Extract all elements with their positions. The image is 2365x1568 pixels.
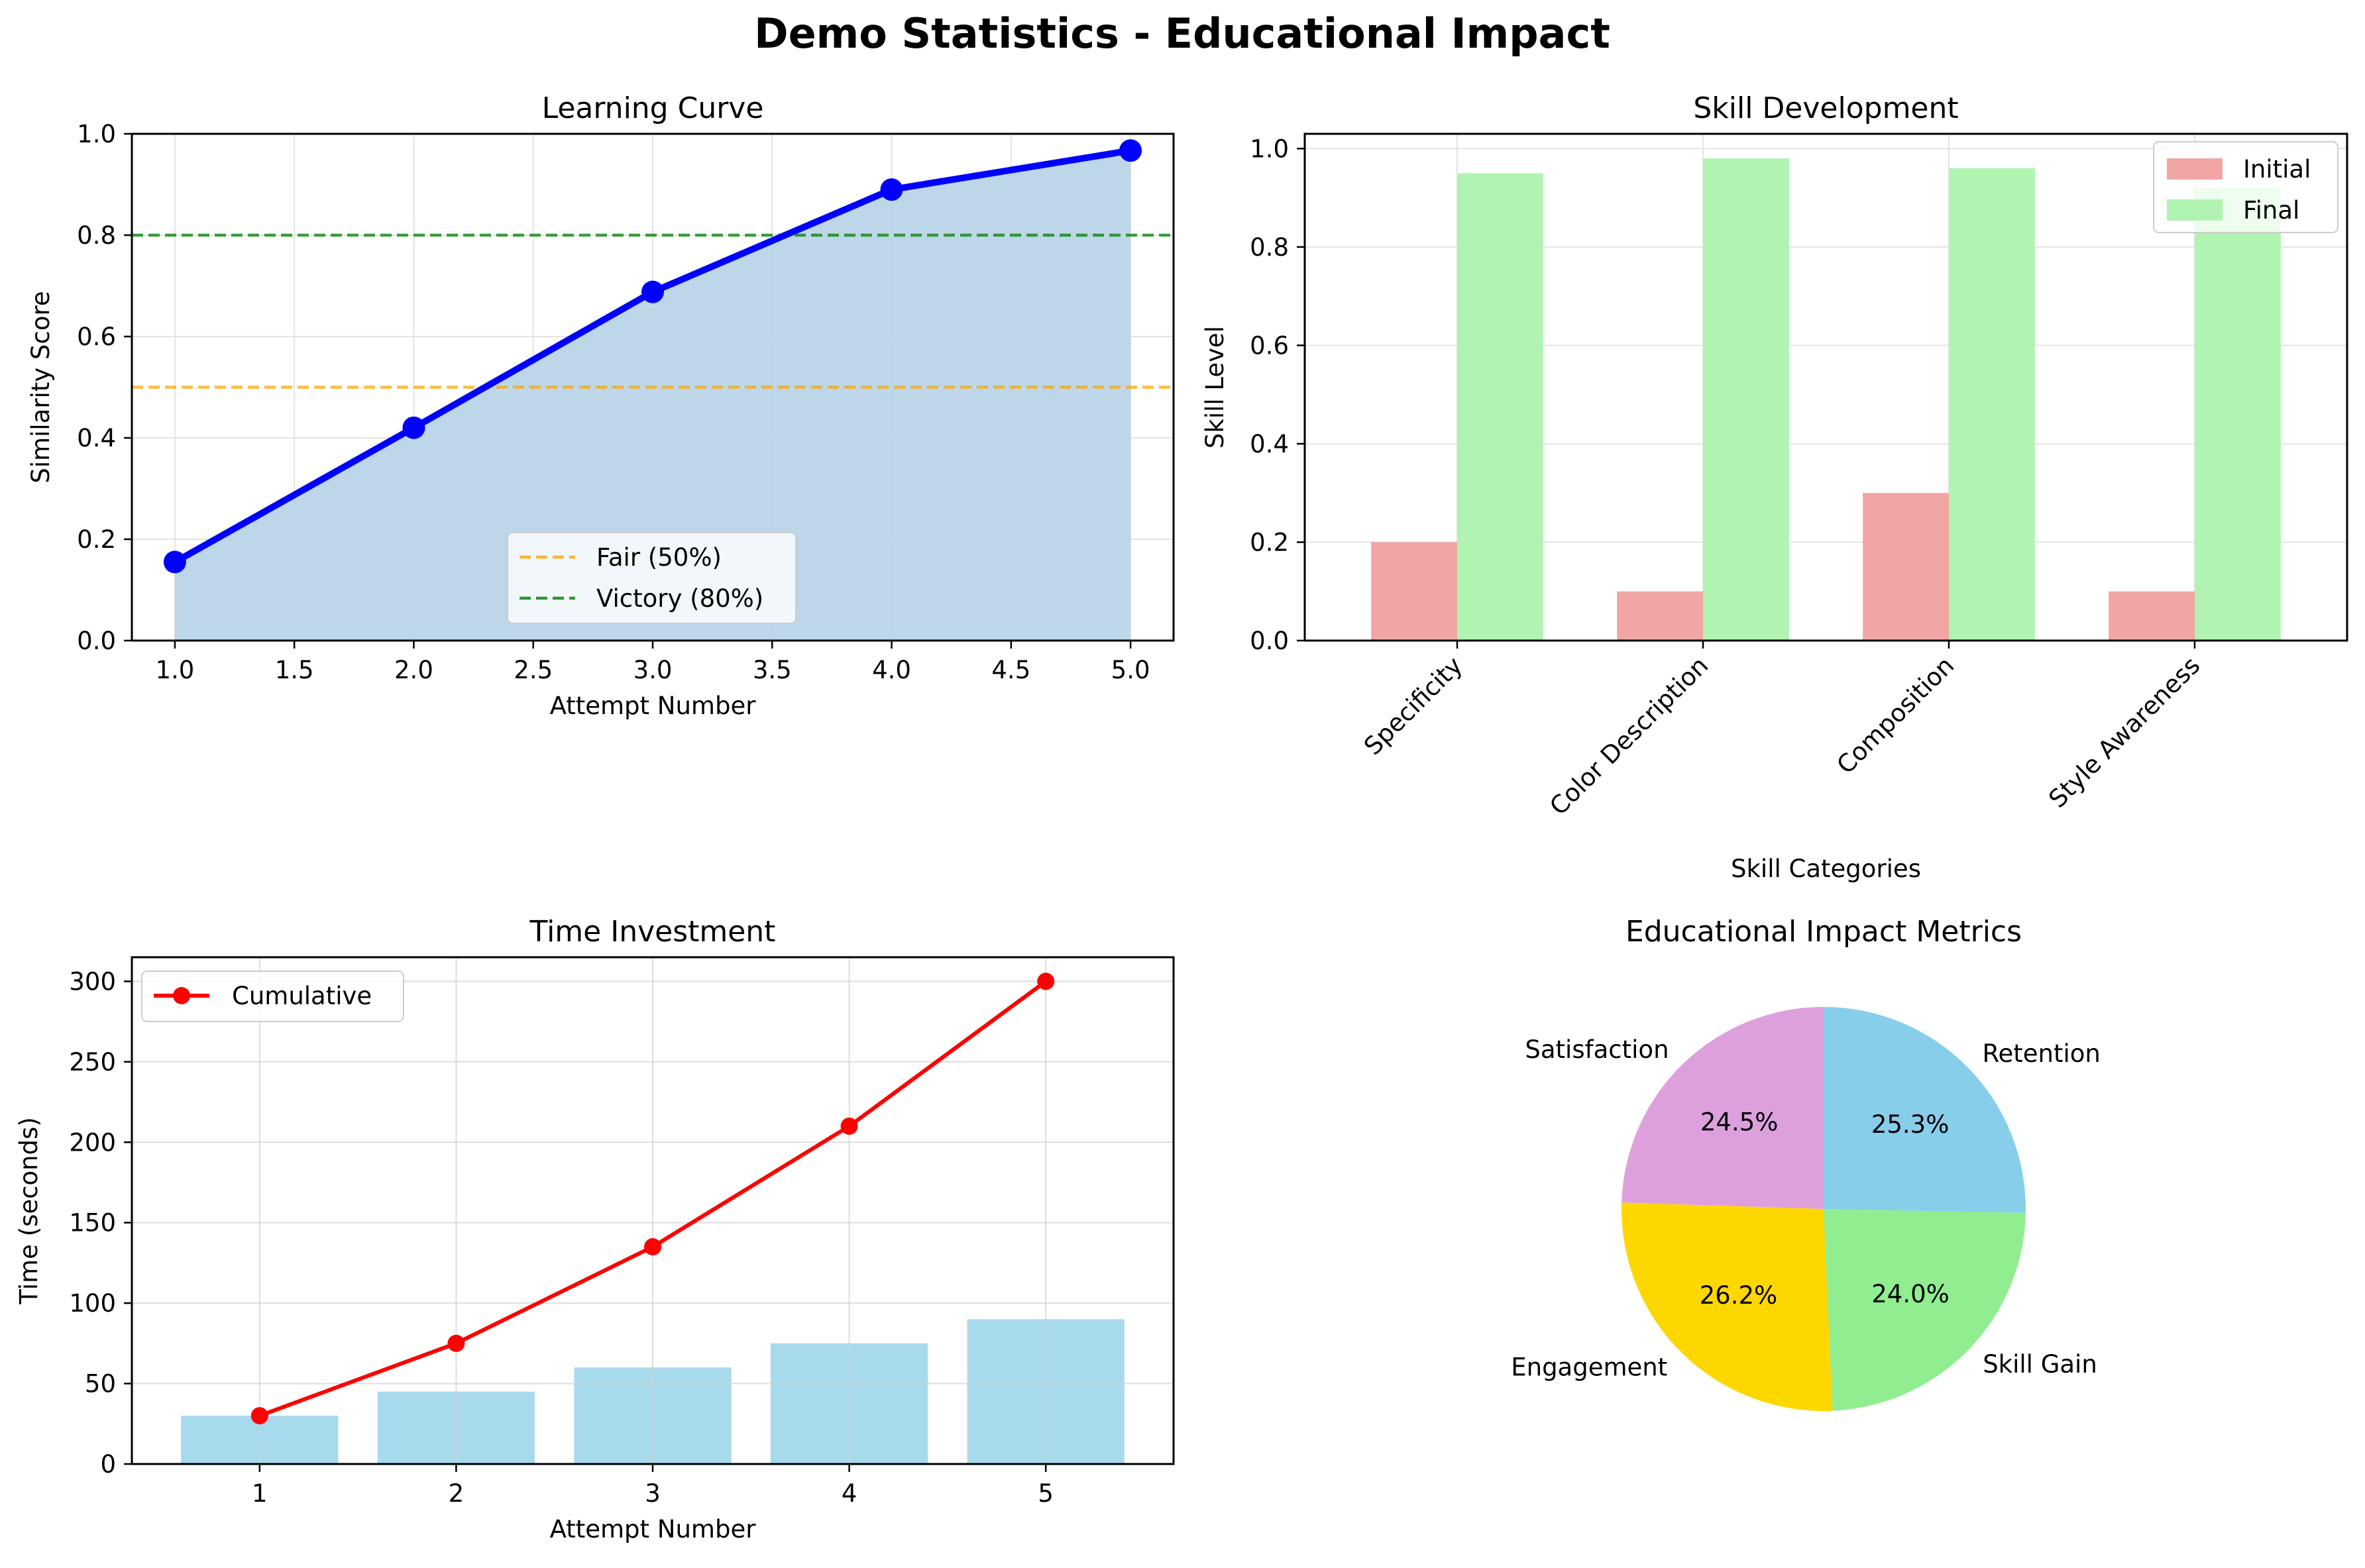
- legend-label: Initial: [2243, 155, 2311, 183]
- y-tick-label: 200: [69, 1128, 116, 1157]
- pie-slice: [1824, 1209, 2026, 1411]
- initial-bar: [1617, 591, 1704, 641]
- pie-percent-label: 26.2%: [1700, 1281, 1778, 1310]
- legend-swatch: [2167, 158, 2223, 180]
- data-point: [402, 416, 425, 439]
- legend: Initial Final: [2153, 141, 2338, 233]
- y-tick-label: 0.0: [77, 627, 116, 655]
- chart-title: Learning Curve: [542, 91, 764, 125]
- legend: Fair (50%) Victory (80%): [507, 532, 797, 624]
- data-point: [447, 1334, 465, 1352]
- legend-label: Final: [2243, 196, 2299, 225]
- y-tick-label: 300: [69, 967, 116, 996]
- y-tick-label: 0.2: [77, 525, 116, 554]
- x-tick-label: 4.5: [991, 656, 1030, 684]
- x-axis-label: Attempt Number: [550, 1515, 757, 1543]
- legend-swatch: [2167, 199, 2223, 221]
- x-axis-label: Attempt Number: [550, 692, 757, 720]
- final-bar: [1457, 173, 1543, 641]
- x-tick-label: 3.0: [633, 656, 673, 684]
- pie-slice: [1824, 1007, 2026, 1213]
- axes-frame: [1303, 132, 2348, 642]
- y-axis-label: Skill Level: [1201, 326, 1229, 448]
- final-bar: [1703, 158, 1789, 641]
- y-tick-label: 250: [69, 1048, 116, 1076]
- legend-label: Cumulative: [232, 982, 372, 1010]
- x-tick-label: 1.0: [155, 656, 194, 684]
- y-tick-label: 0.6: [77, 323, 116, 351]
- pie-percent-label: 24.5%: [1700, 1108, 1779, 1137]
- x-tick-label: 4.0: [872, 656, 911, 684]
- y-tick-label: 1.0: [77, 120, 116, 148]
- data-point: [880, 178, 903, 201]
- y-tick-label: 0.6: [1250, 331, 1289, 360]
- data-point: [644, 1238, 661, 1256]
- final-bar: [2194, 187, 2281, 641]
- legend-box: [507, 532, 797, 624]
- y-tick-label: 0.4: [77, 424, 116, 452]
- pie-slice-label: Engagement: [1511, 1353, 1667, 1382]
- y-tick-label: 0: [100, 1450, 116, 1479]
- learning-curve-chart: 1.0 1.5 2.0 2.5 3.0 3.5 4.0 4.5 5.0 0.0 0.2 0.4 0.6 0…: [27, 91, 1175, 720]
- final-bar: [1948, 168, 2035, 641]
- legend-label: Fair (50%): [596, 543, 722, 572]
- y-tick-label: 150: [69, 1209, 116, 1237]
- data-point: [1037, 972, 1055, 990]
- y-tick-label: 0.0: [1250, 627, 1289, 655]
- y-tick-label: 0.8: [1250, 233, 1289, 262]
- y-tick-label: 50: [85, 1370, 116, 1398]
- x-tick-label: 4: [842, 1479, 857, 1508]
- y-tick-label: 0.8: [77, 221, 116, 250]
- x-tick-label: 2: [449, 1479, 465, 1508]
- x-tick-label: 3.5: [753, 656, 792, 684]
- pie-slice-label: Retention: [1982, 1039, 2100, 1068]
- data-point: [840, 1118, 858, 1135]
- x-tick-label: 5: [1038, 1479, 1054, 1508]
- data-point: [250, 1407, 268, 1425]
- y-axis-label: Similarity Score: [27, 291, 55, 483]
- y-tick-label: 0.4: [1250, 430, 1289, 458]
- pie-slice: [1622, 1007, 1824, 1209]
- pie-percent-label: 25.3%: [1871, 1110, 1950, 1139]
- chart-title: Time Investment: [529, 915, 776, 949]
- initial-bar: [2109, 591, 2195, 641]
- figure-title: Demo Statistics - Educational Impact: [754, 9, 1610, 58]
- area-fill: [174, 150, 1131, 641]
- initial-bar: [1863, 493, 1949, 641]
- legend-box: [141, 970, 404, 1022]
- x-tick-label: 5.0: [1111, 656, 1150, 684]
- y-tick-label: 1.0: [1250, 134, 1289, 163]
- chart-title: Skill Development: [1693, 91, 1958, 125]
- legend-label: Victory (80%): [596, 584, 763, 613]
- chart-title: Educational Impact Metrics: [1625, 915, 2022, 949]
- pie-slice-label: Skill Gain: [1983, 1350, 2097, 1379]
- legend: Cumulative: [141, 970, 404, 1022]
- pie-slice: [1621, 1202, 1833, 1411]
- x-axis-label: Skill Categories: [1731, 855, 1921, 883]
- x-tick-label: 1: [252, 1479, 268, 1508]
- pie-slice-label: Satisfaction: [1525, 1035, 1669, 1064]
- x-tick-label: 2.0: [394, 656, 433, 684]
- y-tick-label: 100: [69, 1289, 116, 1318]
- initial-bar: [1371, 542, 1458, 641]
- x-tick-label: 1.5: [275, 656, 314, 684]
- y-axis-label: Time (seconds): [15, 1117, 43, 1304]
- data-point: [163, 550, 186, 574]
- legend-marker: [173, 987, 190, 1004]
- impact-metrics-pie: 24.5% Satisfaction 26.2% Engagement 24.0% Ski…: [1511, 915, 2101, 1411]
- data-point: [1119, 139, 1142, 162]
- data-point: [641, 280, 664, 303]
- x-tick-label: 2.5: [514, 656, 553, 684]
- pie-percent-label: 24.0%: [1871, 1280, 1950, 1308]
- y-tick-label: 0.2: [1250, 528, 1289, 556]
- x-tick-label: 3: [645, 1479, 661, 1508]
